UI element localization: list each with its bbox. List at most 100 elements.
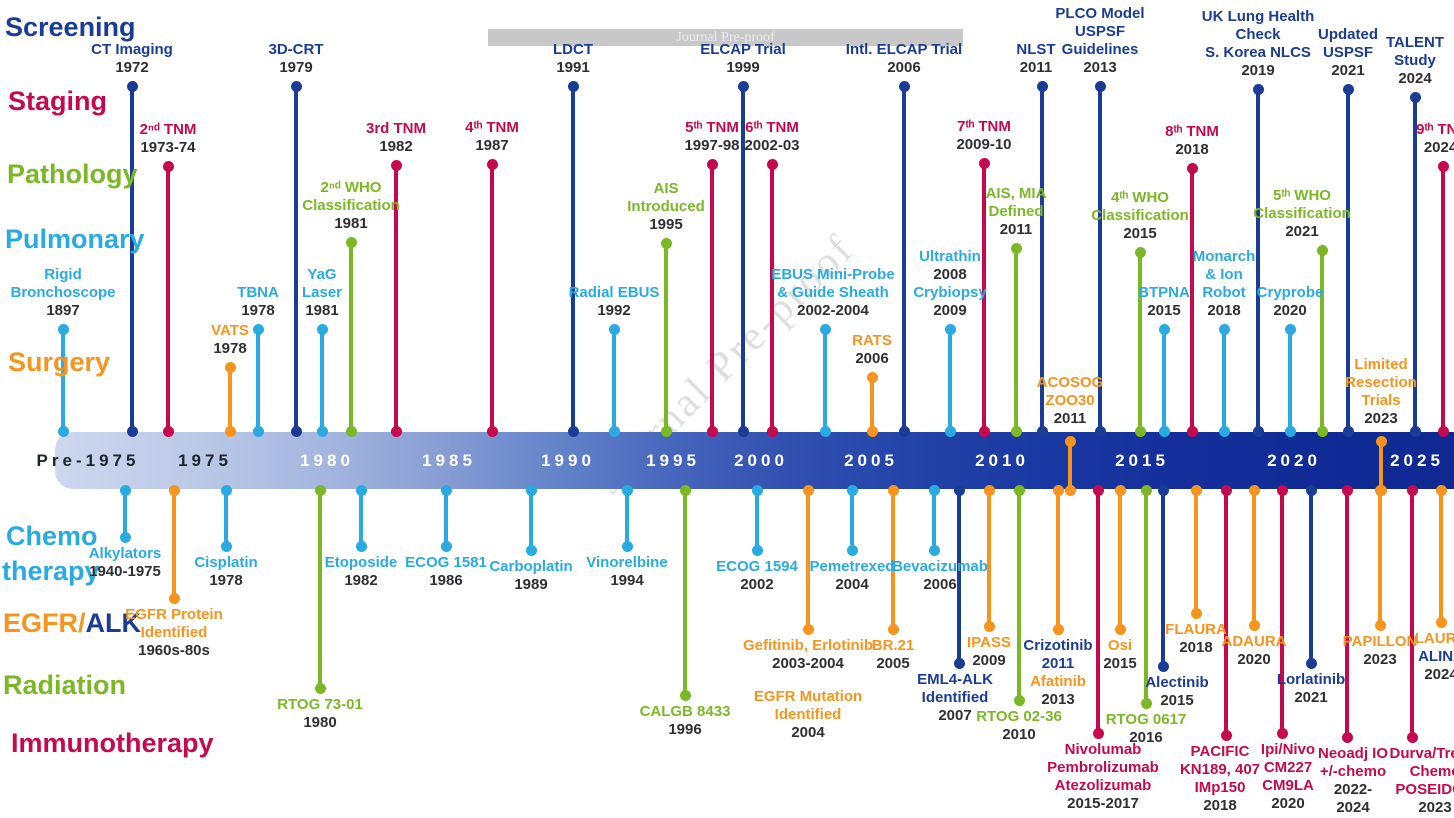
milestone-dot [706,158,718,170]
category-surgery-text: Surgery [8,347,111,377]
milestone-label-line: TBNA [237,284,279,301]
milestone-label-line: 2015 [1160,692,1194,709]
milestone-label-line: ADAURA [1221,633,1287,650]
milestone-label: Durva/TremeChemoPOSEIDON2023 [1375,745,1454,817]
milestone-dot [168,592,180,604]
milestone-label-line: CT Imaging [91,41,173,58]
milestone-label-line: USPSF [1074,23,1125,40]
milestone-label-line: & Guide Sheath [777,284,889,301]
milestone-dot [846,484,858,496]
milestone-dot [802,484,814,496]
milestone-stem [850,490,854,550]
milestone-stem [444,490,448,546]
milestone-dot [608,425,620,437]
milestone-label: ELCAP Trial 1999 [683,41,803,77]
milestone-label-line: VATS [211,322,249,339]
milestone-label-line: Bevacizumab [892,558,988,575]
milestone-label-line: PACIFIC [1190,743,1250,760]
milestone-dot [1374,484,1386,496]
milestone-label: TALENT Study 2024 [1365,34,1454,88]
milestone-label-line: 1981 [334,215,368,232]
milestone-label-line: 1986 [429,572,463,589]
milestone-stem [948,329,952,431]
milestone-label-line: USPSF [1322,44,1373,61]
milestone-dot [252,425,264,437]
milestone-dot [1341,484,1353,496]
year-tick-1980: 1980 [300,451,354,470]
category-pathology-text: Pathology [7,159,138,189]
milestone-label-line: Rigid [44,266,82,283]
category-surgery: Surgery [8,347,110,378]
milestone-label: ADAURA 2020 [1204,633,1304,669]
milestone-label-line: 1980 [303,714,337,731]
milestone-stem [770,164,774,431]
milestone-dot [1342,425,1354,437]
milestone-label-line: Carboplatin [489,558,573,575]
milestone-label-line: 7ᵗʰ TNM [957,118,1011,135]
milestone-dot [355,484,367,496]
milestone-stem [902,86,906,431]
category-staging-text: Staging [8,86,107,116]
milestone-label: ECOG 1581 1986 [391,554,501,590]
milestone-stem [755,490,759,550]
milestone-dot [706,425,718,437]
milestone-label: PACIFIC KN189, 407 IMp150 2018 [1160,743,1280,815]
milestone-label-line: PLCO Model [1055,5,1145,22]
milestone-label-line: Gefitinib, Erlotinib [743,637,873,654]
category-egfr-alk: EGFR/ALK [3,608,141,639]
milestone-stem [1441,166,1445,431]
milestone-stem [166,166,170,431]
milestone-label: UK Lung Health Check S. Korea NLCS 2019 [1183,8,1333,80]
milestone-dot [944,425,956,437]
milestone-stem [664,243,668,431]
milestone-label-line: 1979 [279,59,313,76]
milestone-dot [737,80,749,92]
milestone-label: Radial EBUS 1992 [554,284,674,320]
milestone-label-line: 2011 [1019,59,1053,76]
milestone-label-line: Classification [1253,205,1351,222]
milestone-label: Neoadj IO +/-chemo 2022- 2024 [1298,745,1408,817]
category-therapy: therapy [2,556,100,587]
milestone-dot [928,544,940,556]
milestone-stem [1280,490,1284,733]
milestone-dot [1248,484,1260,496]
year-tick-pre-1975: Pre-1975 [36,451,140,470]
milestone-label: CT Imaging 1972 [72,41,192,77]
milestone-label-line: Check [1235,26,1281,43]
category-chemo-text: Chemo [6,521,98,551]
milestone-dot [1409,91,1421,103]
milestone-dot [1316,244,1328,256]
milestone-label: 7ᵗʰ TNM 2009-10 [934,118,1034,154]
milestone-dot [316,425,328,437]
category-egfr-alk-text: EGFR/ [3,608,86,638]
milestone-dot [57,425,69,437]
milestone-dot [567,425,579,437]
milestone-label: BR.21 2005 [853,637,933,673]
milestone-label-line: Osi [1107,637,1133,654]
milestone-label-line: Identified [921,689,989,706]
milestone-label-line: Crybiopsy [913,284,987,301]
milestone-stem [982,163,986,431]
milestone-dot [1218,323,1230,335]
milestone-dot [621,484,633,496]
milestone-label-line: EML4-ALK [917,671,993,688]
milestone-label: 5ᵗʰ TNM 1997-98 [662,119,762,155]
milestone-dot [1052,484,1064,496]
milestone-stem [490,164,494,431]
milestone-label-line: 1978 [213,340,247,357]
milestone-label-line: 2009-10 [956,136,1012,153]
milestone-label-line: EBUS Mini-Probe [771,266,895,283]
milestone-label: EBUS Mini-Probe & Guide Sheath 2002-2004 [753,266,913,320]
milestone-dot [983,620,995,632]
milestone-dot [252,323,264,335]
category-chemo: Chemo [6,521,98,552]
category-pathology: Pathology [7,159,138,190]
milestone-label-line: 2011 [999,221,1033,238]
milestone-dot [1435,616,1447,628]
milestone-dot [846,544,858,556]
milestone-dot [1092,727,1104,739]
milestone-stem [870,377,874,431]
label-gap [723,673,893,688]
milestone-dot [1010,242,1022,254]
milestone-label-line: 2024 [1398,70,1432,87]
